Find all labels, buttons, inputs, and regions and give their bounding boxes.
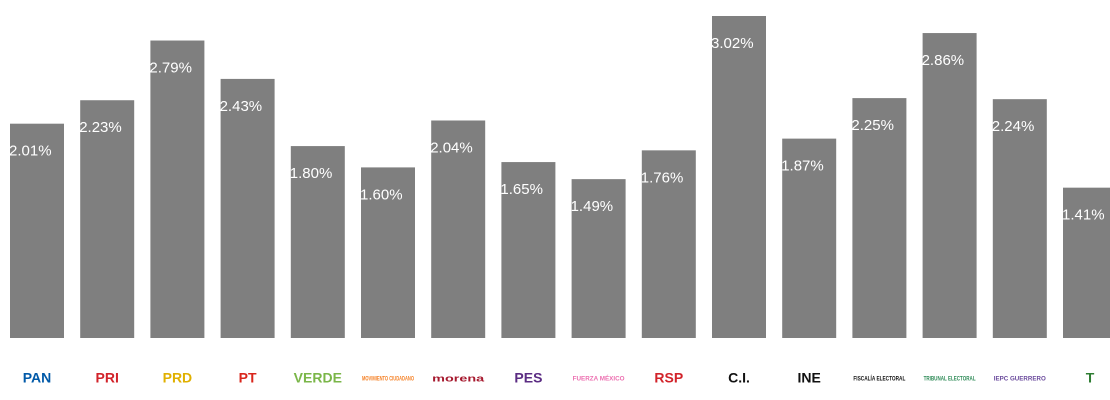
category-logo: PRD (163, 370, 193, 386)
bar (431, 120, 486, 338)
category-logo: TRIBUNAL ELECTORAL (924, 377, 976, 383)
value-label: 2.04% (430, 139, 473, 156)
category-logo: C.I. (728, 370, 750, 386)
bar (150, 40, 205, 338)
category-logo: FUERZA MÉXICO (573, 375, 625, 383)
bar (712, 16, 766, 338)
value-label: 1.87% (781, 158, 824, 175)
category-logo: IEPC GUERRERO (994, 377, 1046, 383)
bar (290, 146, 345, 338)
category-logo: RSP (654, 370, 683, 386)
value-label: 1.76% (641, 169, 684, 186)
value-label: 1.49% (571, 198, 614, 215)
category-logo: T (1086, 370, 1095, 386)
value-label: 2.43% (220, 98, 263, 115)
category-logo: morena (432, 373, 486, 383)
value-label: 2.24% (992, 118, 1035, 135)
value-label: 1.65% (500, 181, 543, 198)
value-label: 2.01% (9, 143, 52, 160)
bar (992, 99, 1047, 339)
category-logo: MOVIMIENTO CIUDADANO (362, 377, 414, 383)
bar (501, 162, 556, 338)
bar (641, 150, 696, 338)
bar (571, 179, 626, 338)
value-label: 2.79% (149, 59, 192, 76)
value-label: 2.25% (851, 117, 894, 134)
category-logo: PT (239, 370, 257, 386)
value-label: 3.02% (711, 35, 754, 52)
category-logo: INE (798, 370, 821, 386)
bar (361, 167, 415, 338)
value-label: 1.60% (360, 186, 403, 203)
category-logo: FISCALÍA ELECTORAL (853, 375, 905, 383)
value-label: 1.41% (1062, 207, 1105, 224)
category-logo: PRI (96, 370, 119, 386)
bar (10, 123, 64, 338)
value-label: 2.23% (79, 119, 122, 136)
bar (782, 138, 837, 338)
category-logo: PES (514, 370, 542, 386)
value-label: 2.86% (922, 52, 965, 69)
bar (852, 98, 907, 338)
category-logo: VERDE (294, 370, 342, 386)
bar (220, 78, 275, 338)
bar (1063, 187, 1110, 338)
bar (80, 100, 135, 339)
category-logo: PAN (23, 370, 52, 386)
bar (922, 33, 977, 338)
value-label: 1.80% (290, 165, 333, 182)
